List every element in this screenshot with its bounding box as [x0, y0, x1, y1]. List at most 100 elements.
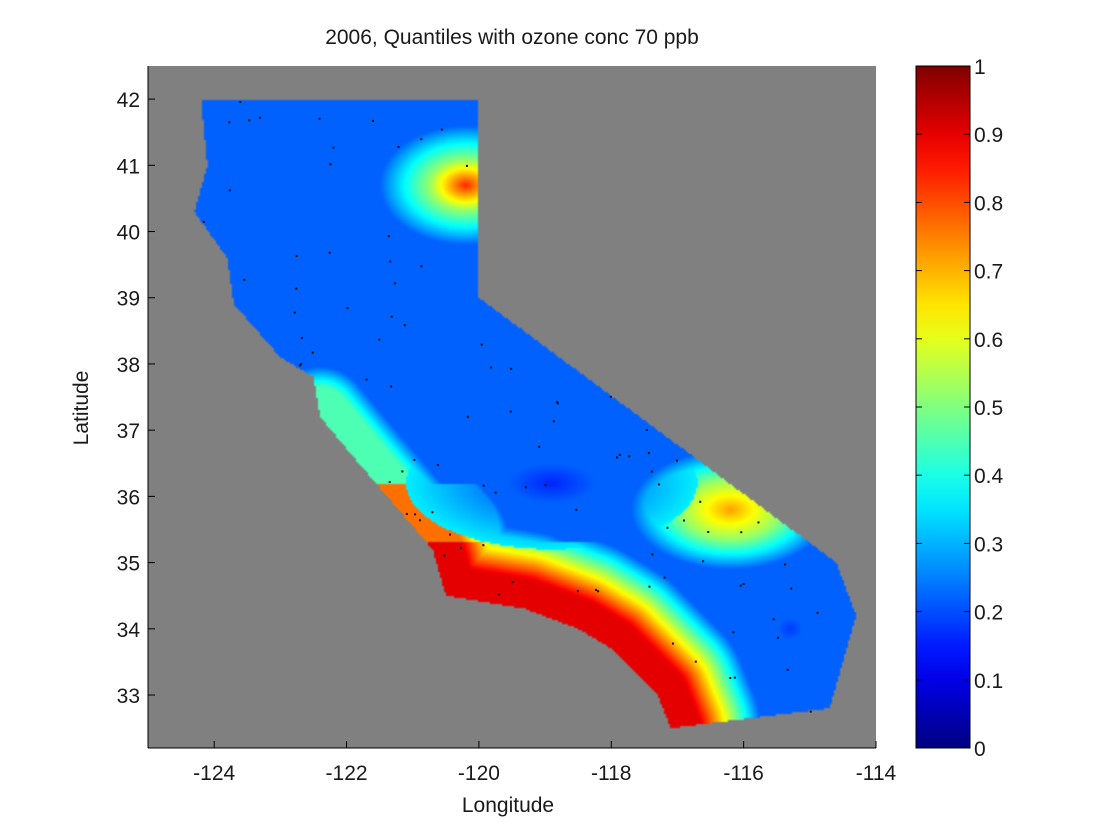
speckle-dot	[390, 385, 393, 388]
speckle-dot	[295, 254, 298, 257]
speckle-dot	[405, 512, 408, 515]
speckle-dot	[809, 710, 812, 713]
x-tick-label: -122	[326, 762, 368, 785]
speckle-dot	[295, 287, 298, 290]
speckle-dot	[757, 521, 760, 524]
y-tick-label: 34	[117, 619, 141, 642]
x-axis-label: Longitude	[462, 794, 554, 817]
colorbar-tick-label: 0.5	[974, 397, 1003, 420]
speckle-dot	[420, 138, 423, 141]
speckle-dot	[329, 163, 332, 166]
x-tick-label: -116	[723, 762, 763, 785]
speckle-dot	[448, 533, 451, 536]
speckle-dot	[524, 486, 527, 489]
speckle-dot	[576, 590, 579, 593]
speckle-dot	[202, 220, 205, 223]
speckle-dot	[597, 590, 600, 593]
speckle-dot	[671, 642, 674, 645]
speckle-dot	[647, 452, 650, 455]
speckle-dot	[511, 581, 514, 584]
speckle-dot	[365, 378, 368, 381]
speckle-dot	[480, 343, 483, 346]
speckle-dot	[683, 519, 686, 522]
speckle-dot	[466, 164, 469, 167]
speckle-dot	[509, 410, 512, 413]
speckle-dot	[420, 265, 423, 268]
speckle-dot	[657, 483, 660, 486]
speckle-dot	[556, 402, 559, 405]
speckle-dot	[443, 554, 446, 557]
speckle-dot	[243, 278, 246, 281]
colorbar-tick-label: 0.3	[974, 533, 1003, 556]
colorbar-tick-label: 0.6	[974, 329, 1003, 352]
speckle-dot	[786, 668, 789, 671]
speckle-dot	[648, 585, 651, 588]
speckle-dot	[556, 400, 559, 403]
y-axis-ticks: 33 34 35 36 37 38 39 40 41 42	[117, 89, 155, 708]
speckle-dot	[729, 676, 732, 679]
speckle-dot	[651, 553, 654, 556]
speckle-dot	[628, 455, 631, 458]
y-tick-label: 41	[117, 155, 140, 178]
speckle-dot	[248, 119, 251, 122]
speckle-dot	[490, 366, 493, 369]
speckle-dot	[413, 458, 416, 461]
colorbar-tick-label: 1	[974, 56, 986, 79]
speckle-dot	[707, 530, 710, 533]
y-tick-label: 38	[117, 354, 140, 377]
speckle-dot	[772, 618, 775, 621]
speckle-dot	[414, 513, 417, 516]
colorbar-tick-label: 0.8	[974, 192, 1003, 215]
y-tick-label: 39	[117, 288, 140, 311]
speckle-dot	[403, 324, 406, 327]
station-speckles	[202, 101, 819, 713]
speckle-dot	[595, 588, 598, 591]
speckle-dot	[618, 453, 621, 456]
speckle-dot	[440, 128, 443, 131]
plot-area: -124 -122 -120 -118 -116 -114 33 34 35 36 37 38 39 4…	[117, 66, 897, 785]
colorbar-gradient	[915, 65, 971, 749]
speckle-dot	[388, 481, 391, 484]
speckle-dot	[390, 315, 393, 318]
speckle-dot	[228, 121, 231, 124]
speckle-dot	[666, 526, 669, 529]
speckle-dot	[494, 491, 497, 494]
speckle-dot	[394, 282, 397, 285]
speckle-dot	[300, 363, 303, 366]
speckle-dot	[328, 251, 331, 254]
speckle-dot	[466, 415, 469, 418]
speckle-dot	[371, 119, 374, 122]
y-tick-label: 40	[117, 222, 140, 245]
speckle-dot	[739, 584, 742, 587]
speckle-dot	[694, 660, 697, 663]
speckle-dot	[510, 367, 513, 370]
speckle-dot	[742, 582, 745, 585]
speckle-dot	[311, 351, 314, 354]
speckle-dot	[645, 428, 648, 431]
speckle-dot	[397, 146, 400, 149]
speckle-dot	[459, 546, 462, 549]
speckle-dot	[318, 117, 321, 120]
speckle-dot	[816, 611, 819, 614]
speckle-dot	[293, 311, 296, 314]
colorbar-tick-label: 0.2	[974, 602, 1003, 625]
colorbar-tick-label: 0.1	[974, 670, 1003, 693]
colorbar-ticks: 0 0.1 0.2 0.3 0.4 0.5 0.6 0.7 0.8 0.9 1	[916, 56, 1004, 761]
speckle-dot	[300, 337, 303, 340]
speckle-dot	[776, 636, 779, 639]
speckle-dot	[702, 560, 705, 563]
colorbar-tick-label: 0	[974, 738, 986, 761]
speckle-dot	[790, 587, 793, 590]
speckle-dot	[418, 519, 421, 522]
speckle-dot	[228, 189, 231, 192]
speckle-dot	[609, 395, 612, 398]
speckle-dot	[544, 484, 547, 487]
speckle-dot	[346, 307, 349, 310]
ozone-quantile-field	[148, 66, 876, 748]
speckle-dot	[299, 364, 302, 367]
speckle-dot	[378, 338, 381, 341]
speckle-dot	[675, 459, 678, 462]
x-axis-ticks: -124 -122 -120 -118 -116 -114	[193, 741, 897, 785]
y-tick-label: 36	[117, 486, 140, 509]
